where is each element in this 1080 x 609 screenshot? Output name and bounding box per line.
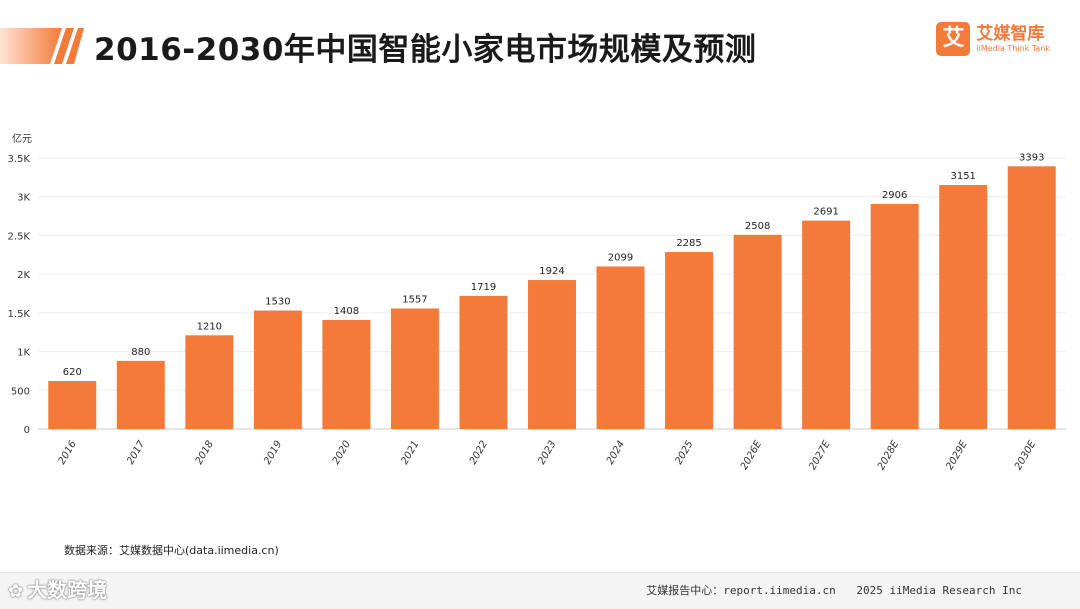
x-tick-label: 2022 (468, 439, 490, 467)
data-label: 3393 (1019, 152, 1044, 163)
bar (802, 220, 851, 429)
x-tick-label: 2020 (331, 439, 353, 467)
data-label: 3151 (950, 171, 975, 182)
y-tick-label: 2.5K (8, 231, 31, 242)
data-source: 数据来源：艾媒数据中心(data.iimedia.cn) (64, 544, 279, 557)
x-tick-label: 2025 (673, 439, 695, 467)
data-label: 2691 (813, 207, 838, 218)
y-tick-label: 0 (24, 425, 30, 436)
x-tick-label: 2030E (1013, 438, 1039, 472)
footer-bar (0, 572, 1080, 609)
bar (528, 280, 576, 429)
data-label: 1210 (197, 321, 222, 332)
y-tick-label: 2K (17, 270, 30, 281)
data-label: 1719 (471, 282, 496, 293)
x-tick-label: 2026E (739, 438, 765, 472)
brand-subtitle: iiMedia Think Tank (976, 43, 1050, 53)
y-tick-label: 3.5K (8, 154, 31, 165)
bar (870, 203, 919, 429)
data-label: 2099 (608, 252, 633, 263)
x-tick-label: 2027E (807, 438, 833, 472)
y-tick-label: 500 (11, 386, 30, 397)
data-label: 1557 (402, 294, 427, 305)
data-label: 2906 (882, 190, 907, 201)
y-axis-label: 亿元 (12, 132, 32, 145)
x-tick-label: 2028E (876, 438, 902, 472)
x-tick-label: 2021 (399, 439, 421, 467)
data-label: 1530 (265, 297, 290, 308)
bar (459, 295, 508, 429)
bar (185, 335, 234, 429)
bar (596, 266, 645, 429)
bar (48, 380, 97, 429)
x-tick-label: 2023 (536, 439, 558, 467)
bar (665, 252, 714, 429)
watermark-icon: ✿ (8, 581, 24, 602)
watermark-text: 大数跨境 (27, 578, 108, 602)
title-stripe-decoration (0, 28, 84, 64)
y-tick-label: 3K (17, 193, 30, 204)
x-tick-label: 2019 (262, 439, 284, 467)
brand-name: 艾媒智库 (976, 23, 1045, 44)
x-tick-label: 2018 (194, 439, 216, 467)
bar (1007, 166, 1056, 429)
data-label: 880 (131, 347, 150, 358)
watermark: ✿ 大数跨境 (8, 574, 107, 603)
data-label: 620 (63, 367, 82, 378)
bar (116, 360, 165, 429)
data-label: 2285 (676, 238, 701, 249)
y-tick-label: 1.5K (8, 309, 31, 320)
report-center: 艾媒报告中心：report.iimedia.cn (646, 584, 836, 597)
bar (733, 234, 782, 429)
bar-chart: 亿元 0 500 1K 1.5K 2K 2.5K 3K 3.5K 620 2016 880 2017 12… (8, 132, 1066, 472)
x-tick-label: 2016 (57, 439, 79, 467)
page-title: 2016-2030年中国智能小家电市场规模及预测 (94, 32, 757, 68)
data-label: 2508 (745, 221, 770, 232)
copyright: 2025 iiMedia Research Inc (856, 584, 1022, 597)
brand-logo: 艾 艾媒智库 iiMedia Think Tank (936, 22, 1050, 56)
footer-text: 艾媒报告中心：report.iimedia.cn 2025 iiMedia Re… (632, 582, 1022, 598)
data-label: 1924 (539, 266, 564, 277)
bar (322, 319, 371, 429)
bar (253, 310, 302, 429)
iimedia-logo-icon: 艾 (936, 22, 971, 56)
data-label: 1408 (334, 306, 359, 317)
x-tick-label: 2017 (125, 438, 148, 466)
bar (390, 308, 439, 429)
x-tick-label: 2024 (605, 439, 627, 467)
y-tick-label: 1K (17, 348, 30, 359)
bar (939, 185, 988, 429)
x-tick-label: 2029E (944, 438, 970, 472)
